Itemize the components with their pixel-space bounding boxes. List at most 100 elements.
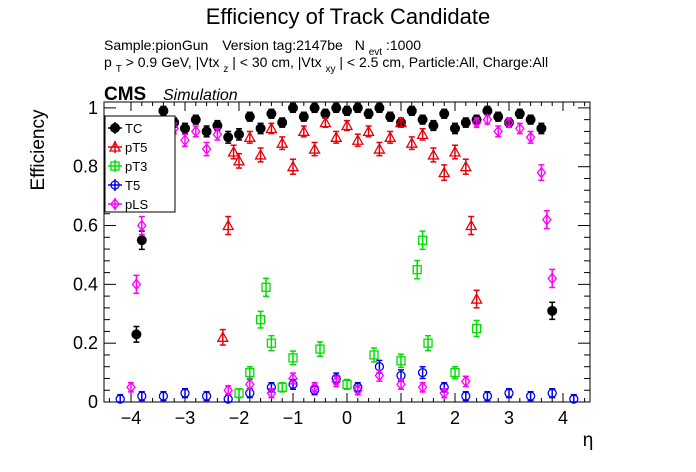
data-point xyxy=(244,378,255,391)
data-point xyxy=(277,382,287,392)
data-point xyxy=(412,264,422,275)
data-point xyxy=(180,123,190,134)
pt-prefix: p xyxy=(104,54,112,70)
legend-label: pT5 xyxy=(125,140,147,155)
x-tick-label: 3 xyxy=(504,408,514,428)
data-point xyxy=(137,391,147,401)
data-point xyxy=(525,131,536,144)
data-point xyxy=(212,128,223,141)
x-tick-label: 1 xyxy=(396,408,406,428)
legend-label: pT3 xyxy=(125,159,147,174)
info-line-1: Sample:pionGun Version tag:2147be N evt … xyxy=(104,37,421,58)
data-point xyxy=(243,130,256,142)
data-point xyxy=(460,375,471,388)
legend-entries: TC pT5 pT3 T5 pLS xyxy=(108,121,148,212)
data-point xyxy=(342,105,352,116)
data-point xyxy=(417,235,428,245)
data-point xyxy=(201,391,212,401)
x-tick-label: −1 xyxy=(283,408,304,428)
x-axis-label: η xyxy=(583,430,594,451)
data-point xyxy=(288,372,298,385)
data-point xyxy=(266,338,277,348)
data-point xyxy=(547,272,558,285)
data-point xyxy=(227,145,240,157)
data-point xyxy=(131,329,142,340)
x-tick-label: 2 xyxy=(450,408,460,428)
pt-subscript: T xyxy=(116,64,122,75)
data-point xyxy=(265,122,278,134)
data-point xyxy=(136,235,147,246)
plot-frame xyxy=(103,101,591,403)
data-point xyxy=(136,219,147,232)
data-point xyxy=(493,125,504,138)
data-point xyxy=(351,133,364,145)
data-point xyxy=(223,384,234,397)
data-point xyxy=(158,391,169,401)
data-point xyxy=(190,125,201,138)
data-point xyxy=(201,143,212,156)
data-point xyxy=(396,378,406,391)
data-point xyxy=(460,117,471,128)
x-tick-label: 4 xyxy=(558,408,568,428)
data-point xyxy=(261,282,271,292)
data-point xyxy=(245,367,255,378)
data-point xyxy=(514,122,525,135)
data-point xyxy=(309,381,320,394)
series-pt3 xyxy=(234,230,482,399)
data-point xyxy=(525,391,536,401)
vtxxy-subscript: xy xyxy=(326,64,336,75)
series-tc xyxy=(131,102,558,343)
data-point xyxy=(330,130,343,142)
data-point xyxy=(374,102,385,113)
data-point xyxy=(158,105,169,116)
data-point xyxy=(541,213,552,226)
data-point xyxy=(394,116,408,128)
data-point xyxy=(286,160,300,172)
data-point xyxy=(450,367,460,378)
legend-marker xyxy=(110,161,120,171)
data-point xyxy=(525,114,536,125)
data-point xyxy=(126,381,136,394)
data-point xyxy=(465,219,478,231)
y-axis-label: Efficiency xyxy=(28,109,49,190)
data-point xyxy=(439,387,450,400)
data-point xyxy=(482,113,493,126)
data-point xyxy=(504,388,514,398)
data-point xyxy=(369,350,379,360)
data-point xyxy=(342,379,352,390)
data-point xyxy=(547,388,557,398)
legend-label: TC xyxy=(125,121,142,136)
data-point xyxy=(569,394,579,404)
data-point xyxy=(536,123,547,134)
data-point xyxy=(406,105,417,116)
data-point xyxy=(374,369,385,382)
data-point xyxy=(276,136,289,148)
info-line-2: p T > 0.9 GeV, |Vtx z | < 30 cm, |Vtx xy… xyxy=(104,54,548,75)
y-tick-label: 0.2 xyxy=(73,333,98,353)
data-point xyxy=(298,111,309,122)
data-point xyxy=(439,108,450,119)
legend: TC pT5 pT3 T5 pLS xyxy=(104,115,176,213)
data-point xyxy=(438,166,451,178)
legend-marker xyxy=(110,123,120,133)
legend-marker xyxy=(110,197,120,211)
data-point xyxy=(266,387,277,400)
data-point xyxy=(309,102,320,113)
data-point xyxy=(384,130,397,142)
data-point xyxy=(470,292,483,304)
y-tick-label: 0.8 xyxy=(73,157,98,177)
data-point xyxy=(232,154,246,166)
data-point xyxy=(180,388,190,398)
data-point xyxy=(277,117,288,128)
legend-label: T5 xyxy=(125,178,140,193)
legend-marker xyxy=(108,140,122,152)
y-tick-label: 0.6 xyxy=(73,216,98,236)
data-point xyxy=(363,108,374,119)
legend-label: pLS xyxy=(125,197,148,212)
series-pt5 xyxy=(216,116,483,346)
data-point xyxy=(244,111,255,122)
data-point xyxy=(448,145,462,157)
data-point xyxy=(234,388,244,398)
data-point xyxy=(255,123,266,134)
